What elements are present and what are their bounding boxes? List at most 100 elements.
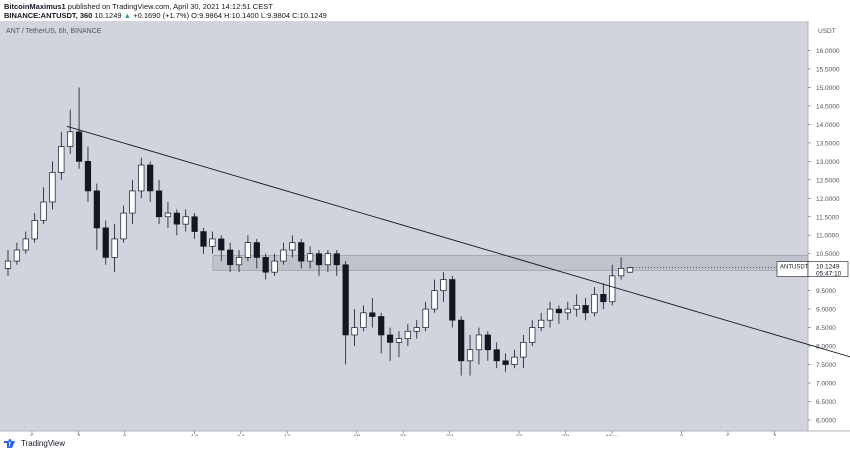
candle-body[interactable]	[600, 293, 607, 303]
candle-body[interactable]	[182, 216, 189, 225]
candle-body[interactable]	[386, 334, 394, 343]
candle-body[interactable]	[120, 212, 127, 240]
x-tick-label: 26	[516, 434, 524, 436]
y-tick-label: 9.0000	[816, 307, 836, 314]
y-tick-label: 14.0000	[816, 122, 840, 129]
y-tick-label: 7.0000	[816, 380, 836, 387]
candle-body[interactable]	[404, 330, 411, 340]
candle-body[interactable]	[22, 238, 29, 251]
candle-body[interactable]	[582, 305, 589, 314]
candle-body[interactable]	[13, 249, 20, 262]
candle-body[interactable]	[360, 312, 367, 328]
candle-body[interactable]	[58, 146, 65, 173]
candle-body[interactable]	[395, 338, 403, 343]
y-tick-label: 11.5000	[816, 214, 839, 221]
candle-body[interactable]	[40, 201, 47, 221]
candle-body[interactable]	[449, 279, 456, 321]
candle-body[interactable]	[129, 190, 136, 214]
candle-body[interactable]	[493, 349, 500, 362]
candle-body[interactable]	[431, 290, 438, 310]
candle-body[interactable]	[440, 279, 447, 291]
candle-body[interactable]	[191, 216, 198, 232]
symbol-line: BINANCE:ANTUSDT, 360 10.1249 ▲ +0.1690 (…	[4, 11, 327, 20]
y-tick-label: 13.0000	[816, 159, 840, 166]
tradingview-brand: TradingView	[21, 438, 66, 448]
last-price: 10.1249	[94, 11, 122, 20]
currency-label: USDT	[818, 28, 836, 35]
symbol-name: BINANCE:ANTUSDT, 360	[4, 11, 93, 20]
x-tick-label: 5	[30, 434, 34, 436]
candle-body[interactable]	[511, 356, 518, 365]
candle-body[interactable]	[307, 253, 314, 262]
candle-body[interactable]	[173, 212, 180, 225]
candle-body[interactable]	[155, 190, 163, 218]
candle-body[interactable]	[147, 164, 154, 192]
candle-body[interactable]	[31, 220, 38, 240]
candle-body[interactable]	[209, 238, 216, 247]
x-tick-label: 7	[773, 434, 777, 436]
candle-body[interactable]	[458, 319, 465, 362]
candle-body[interactable]	[626, 267, 634, 273]
candle-body[interactable]	[49, 172, 56, 203]
candle-body[interactable]	[564, 308, 571, 314]
candle-body[interactable]	[484, 334, 491, 351]
candle-body[interactable]	[200, 231, 207, 247]
candle-body[interactable]	[413, 327, 420, 332]
candle-body[interactable]	[315, 253, 323, 266]
candle-body[interactable]	[262, 257, 269, 273]
candle-body[interactable]	[67, 131, 74, 147]
candle-body[interactable]	[520, 342, 527, 358]
x-tick-label: 9	[123, 434, 127, 436]
plot-area[interactable]	[0, 21, 808, 431]
x-tick-label: 14	[237, 434, 245, 436]
open-label: O:	[191, 11, 200, 20]
candle-body[interactable]	[244, 242, 252, 258]
candle-body[interactable]	[93, 190, 100, 229]
candle-body[interactable]	[138, 164, 145, 192]
candle-body[interactable]	[235, 257, 243, 266]
candle-body[interactable]	[227, 249, 234, 266]
candle-body[interactable]	[555, 308, 563, 314]
publisher-line: BitcoinMaximus1 published on TradingView…	[4, 2, 273, 11]
candle-body[interactable]	[4, 260, 12, 269]
candle-body[interactable]	[84, 161, 92, 192]
candle-body[interactable]	[271, 260, 278, 273]
candle-body[interactable]	[298, 242, 305, 262]
candle-body[interactable]	[546, 308, 554, 321]
x-tick-label: May	[606, 434, 619, 436]
candle-body[interactable]	[164, 212, 172, 218]
price-chart[interactable]: ANT / TetherUS, 6h, BINANCE USDT 6.0000 6.5…	[0, 21, 850, 436]
price-axis[interactable]	[808, 21, 850, 436]
close-value: 10.1249	[299, 11, 327, 20]
descending-trendline[interactable]	[66, 125, 850, 370]
candle-body[interactable]	[502, 360, 509, 365]
candle-body[interactable]	[466, 349, 474, 362]
candle-body[interactable]	[618, 268, 625, 277]
candle-body[interactable]	[591, 293, 598, 314]
candle-body[interactable]	[218, 238, 225, 251]
candle-body[interactable]	[111, 238, 118, 258]
tradingview-footer: TradingView	[4, 438, 65, 448]
candle-body[interactable]	[289, 242, 296, 251]
candle-body[interactable]	[538, 319, 545, 328]
y-tick-label: 8.0000	[816, 344, 836, 351]
candle-body[interactable]	[253, 242, 260, 258]
candle-body[interactable]	[573, 305, 580, 310]
candle-body[interactable]	[529, 327, 536, 343]
candle-body[interactable]	[333, 253, 340, 266]
author-name[interactable]: BitcoinMaximus1	[4, 2, 66, 11]
candle-body[interactable]	[609, 275, 616, 303]
candle-body[interactable]	[102, 227, 109, 258]
y-tick-label: 13.5000	[816, 140, 840, 147]
candle-body[interactable]	[475, 334, 483, 351]
candle-body[interactable]	[369, 312, 376, 317]
candle-body[interactable]	[351, 327, 358, 336]
candle-body[interactable]	[75, 131, 83, 162]
tradingview-logo-icon	[4, 439, 15, 448]
candle-body[interactable]	[378, 316, 385, 336]
candle-body[interactable]	[280, 249, 287, 262]
y-tick-label: 6.5000	[816, 399, 836, 406]
candle-body[interactable]	[422, 308, 429, 328]
candle-body[interactable]	[324, 253, 331, 266]
candle-body[interactable]	[342, 264, 349, 336]
